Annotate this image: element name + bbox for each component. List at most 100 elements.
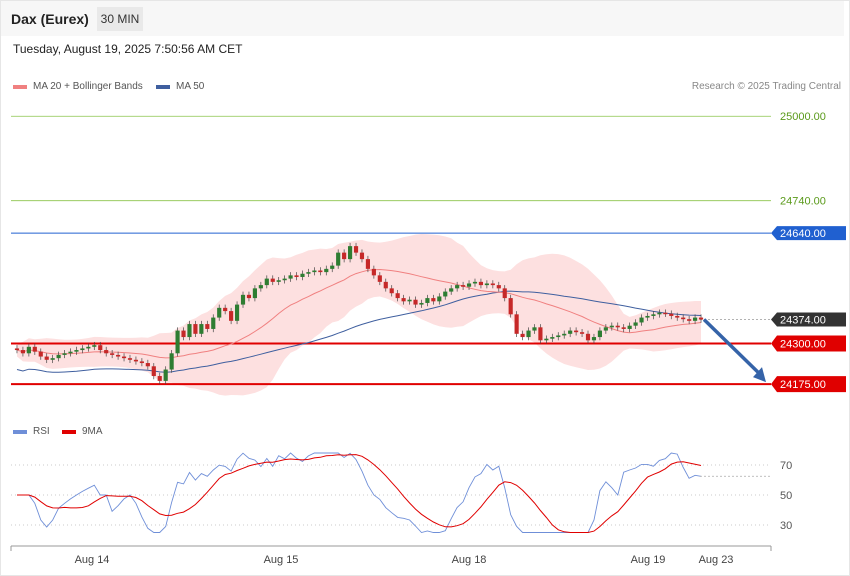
candle-body [407,299,412,302]
instrument-title: Dax (Eurex) [11,11,89,27]
candle-body [579,332,585,334]
candle-body [26,346,31,354]
candle-body [508,298,513,315]
legend-ma20: MA 20 + Bollinger Bands [13,81,143,92]
level-label: 24175.00 [780,379,826,391]
candle-body [193,324,198,334]
rsi-swatch [13,429,27,434]
candle-body [425,298,430,303]
candle-body [264,278,269,286]
candle-body [62,353,67,355]
candle-body [240,294,246,305]
candle-body [698,317,704,320]
candle-body [377,275,382,282]
candle-body [44,356,49,360]
candle-body [484,283,489,286]
ma20-label: MA 20 + Bollinger Bands [33,81,143,92]
candle-body [591,337,597,341]
candle-body [609,325,614,328]
candle-body [359,252,365,260]
9ma-swatch [62,429,76,434]
candle-body [365,259,371,269]
9ma-label: 9MA [82,426,103,437]
candle-body [181,330,186,338]
level-label: 24374.00 [780,315,826,327]
candle-body [110,353,115,355]
candle-body [544,338,549,341]
candle-body [270,278,275,282]
candle-body [217,307,222,318]
candle-body [163,369,168,381]
rsi-tick-label: 50 [780,490,792,502]
legend-ma50: MA 50 [156,81,204,92]
candle-body [395,293,400,299]
candle-body [336,252,341,266]
candle-body [133,359,139,362]
candle-body [38,351,43,357]
x-tick-label: Aug 18 [452,554,487,566]
candle-body [472,281,478,284]
timeframe-button[interactable]: 30 MIN [97,7,143,31]
candle-body [80,348,85,351]
candle-body [621,327,626,329]
candle-body [645,315,650,318]
candle-body [318,270,323,273]
x-tick-label: Aug 15 [264,554,299,566]
candle-body [651,314,656,316]
candle-body [669,313,674,316]
candle-body [330,265,335,269]
ma50-swatch [156,84,170,89]
candle-body [597,330,602,338]
candle-body [633,322,638,326]
candle-body [455,285,460,289]
candle-body [389,288,394,294]
candle-body [401,298,406,302]
candle-body [466,283,472,287]
candle-body [383,281,388,289]
candle-body [419,302,424,305]
candle-body [306,272,311,274]
candle-body [68,351,73,354]
candle-body [490,283,495,286]
x-tick-label: Aug 23 [699,554,734,566]
candle-body [681,317,686,320]
candle-body [568,330,573,334]
candle-body [657,312,662,315]
candle-body [556,335,561,338]
candle-body [127,358,133,360]
candle-body [234,304,240,321]
level-label: 25000.00 [780,111,826,123]
candle-body [353,246,359,253]
candle-body [288,275,293,279]
candle-body [92,345,97,347]
candle-body [205,324,210,329]
candle-body [413,299,418,305]
candle-body [520,333,525,338]
level-label: 24300.00 [780,339,826,351]
candle-body [86,346,91,349]
candle-body [550,337,555,339]
candle-body [603,327,608,331]
candle-body [187,324,192,338]
candle-body [627,325,632,329]
candle-body [562,333,567,336]
candle-body [443,291,448,297]
candle-body [151,366,156,377]
forecast-arrow-shaft [702,318,763,377]
candle-body [32,346,37,352]
candle-body [496,285,501,289]
candle-body [312,270,317,273]
candle-body [56,354,61,359]
legend-rsi: RSI [13,426,50,437]
candle-body [431,298,436,302]
x-tick-label: Aug 19 [631,554,666,566]
rsi-label: RSI [33,426,50,437]
candle-body [252,288,257,299]
candle-body [502,288,507,299]
rsi-tick-label: 30 [780,520,792,532]
legend-9ma: 9MA [62,426,103,437]
rsi-tick-label: 70 [780,460,792,472]
candle-body [199,324,204,334]
ma20-swatch [13,84,27,89]
